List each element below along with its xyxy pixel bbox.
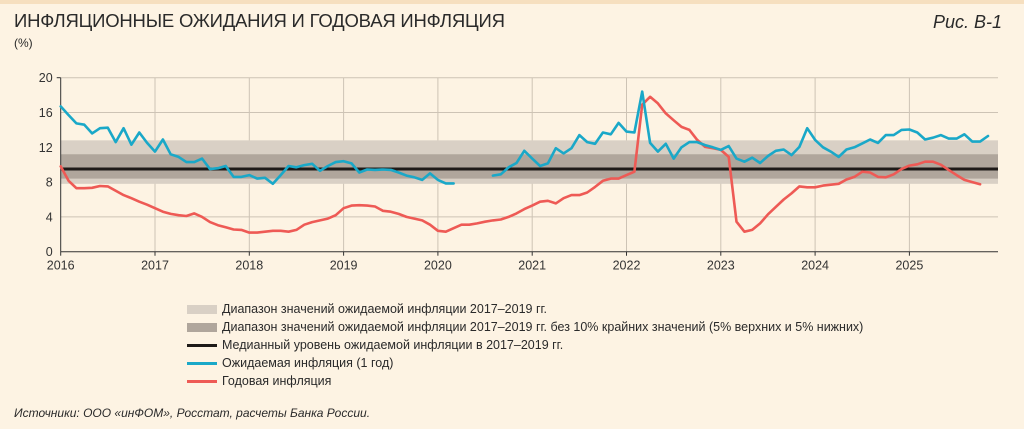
- legend-swatch: [187, 343, 217, 347]
- y-tick-label: 12: [39, 141, 53, 155]
- source-footnote: Источники: ООО «инФОМ», Росстат, расчеты…: [14, 406, 371, 420]
- y-tick-label: 8: [46, 176, 53, 190]
- chart-title: ИНФЛЯЦИОННЫЕ ОЖИДАНИЯ И ГОДОВАЯ ИНФЛЯЦИЯ: [14, 10, 505, 31]
- x-tick-label: 2021: [518, 259, 546, 273]
- legend-label: Годовая инфляция: [222, 374, 332, 388]
- legend-item-expected: Ожидаемая инфляция (1 год): [187, 354, 863, 372]
- x-tick-label: 2022: [613, 259, 641, 273]
- legend-label: Диапазон значений ожидаемой инфляции 201…: [222, 302, 548, 316]
- annual-inflation-line-points: [60, 96, 981, 233]
- x-tick-label: 2025: [895, 259, 923, 273]
- x-tick-label: 2020: [424, 259, 452, 273]
- x-tick-label: 2017: [141, 259, 169, 273]
- band-trimmed: [60, 154, 998, 179]
- legend-item-band-full: Диапазон значений ожидаемой инфляции 201…: [187, 300, 863, 318]
- legend-swatch: [187, 361, 217, 365]
- legend-swatch: [187, 322, 217, 332]
- legend-item-band-trimmed: Диапазон значений ожидаемой инфляции 201…: [187, 318, 863, 336]
- expected-inflation-line-points: [60, 91, 989, 184]
- x-tick-label: 2024: [801, 259, 829, 273]
- x-tick-label: 2019: [330, 259, 358, 273]
- legend-label: Медианный уровень ожидаемой инфляции в 2…: [222, 338, 564, 352]
- legend-label: Ожидаемая инфляция (1 год): [222, 356, 394, 370]
- y-tick-label: 4: [46, 210, 53, 224]
- x-tick-label: 2023: [707, 259, 735, 273]
- y-tick-label: 16: [39, 106, 53, 120]
- legend-swatch: [187, 379, 217, 383]
- legend: Диапазон значений ожидаемой инфляции 201…: [187, 300, 863, 390]
- annual-inflation-line: [59, 95, 982, 234]
- unit-label: (%): [14, 36, 33, 50]
- legend-item-median: Медианный уровень ожидаемой инфляции в 2…: [187, 336, 863, 354]
- y-tick-label: 0: [46, 245, 53, 259]
- legend-label: Диапазон значений ожидаемой инфляции 201…: [222, 320, 864, 334]
- x-tick-label: 2018: [235, 259, 263, 273]
- legend-item-annual: Годовая инфляция: [187, 372, 863, 390]
- chart: 0 4 8 12 16 20 2016 2017 2018 2019 2020 2021 2022 202…: [39, 71, 998, 273]
- figure-label: Рис. В-1: [932, 12, 1002, 32]
- legend-swatch: [187, 304, 217, 314]
- y-tick-label: 20: [39, 71, 53, 85]
- top-border: [0, 0, 1024, 4]
- x-tick-label: 2016: [47, 259, 75, 273]
